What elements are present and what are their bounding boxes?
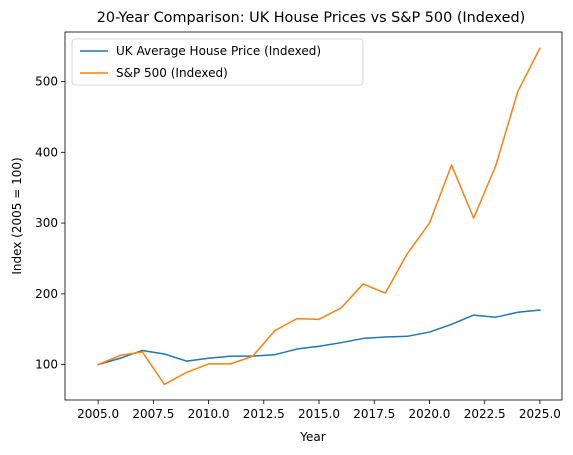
legend-label-uk-house: UK Average House Price (Indexed) <box>116 44 321 58</box>
legend-frame <box>71 38 364 86</box>
series-line-sp500 <box>97 47 541 386</box>
x-tick-label: 2017.5 <box>353 407 395 421</box>
y-tick-label: 400 <box>35 145 58 159</box>
y-axis: 100 200 300 400 500 <box>35 75 65 372</box>
y-tick-label: 200 <box>35 287 58 301</box>
x-tick-label: 2015.0 <box>298 407 340 421</box>
x-tick-label: 2010.0 <box>188 407 230 421</box>
x-axis-label: Year <box>299 430 325 444</box>
legend-label-sp500: S&P 500 (Indexed) <box>116 66 228 80</box>
x-axis: 2005.0 2007.5 2010.0 2012.5 2015.0 2017.5 2020… <box>77 400 561 421</box>
x-tick-label: 2020.0 <box>408 407 450 421</box>
series-line-uk-house <box>97 309 541 366</box>
x-tick-label: 2025.0 <box>519 407 561 421</box>
plot-area <box>64 31 563 401</box>
x-tick-label: 2012.5 <box>243 407 285 421</box>
plot-frame <box>64 31 563 401</box>
y-tick-label: 100 <box>35 358 58 372</box>
x-tick-label: 2005.0 <box>77 407 119 421</box>
x-tick-label: 2007.5 <box>132 407 174 421</box>
series-lines <box>97 47 541 386</box>
legend: UK Average House Price (Indexed) S&P 500… <box>71 38 364 86</box>
chart-title: 20-Year Comparison: UK House Prices vs S… <box>97 10 525 26</box>
y-axis-label: Index (2005 = 100) <box>10 157 24 274</box>
y-tick-label: 300 <box>35 216 58 230</box>
x-tick-label: 2022.5 <box>464 407 506 421</box>
y-tick-label: 500 <box>35 75 58 89</box>
